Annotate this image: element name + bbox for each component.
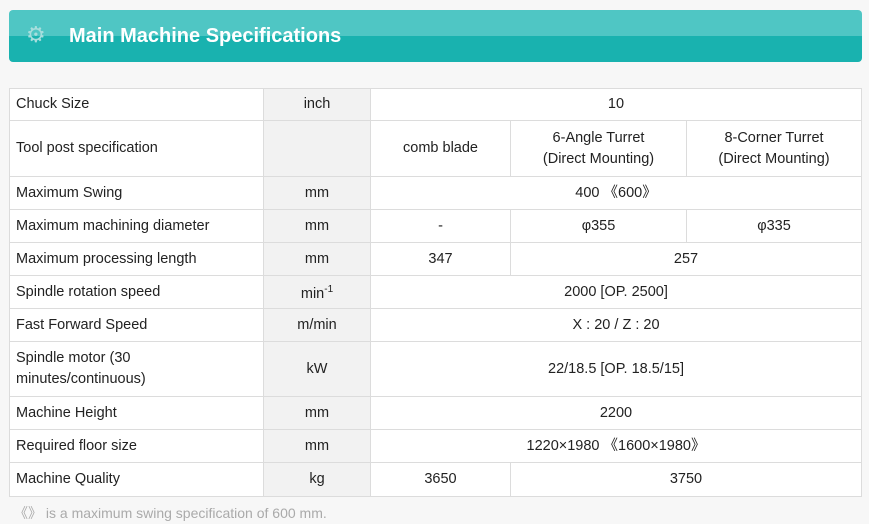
row-label: Machine Quality [9,462,264,497]
row-value: 257 [510,242,862,276]
row-value: φ335 [686,209,862,243]
row-value: X : 20 / Z : 20 [370,308,862,342]
table-row: Machine Quality kg 3650 3750 [9,462,862,497]
row-label: Machine Height [9,396,264,430]
spec-table: Chuck Size inch 10 Tool post specification c… [9,88,862,497]
row-unit: mm [263,242,371,276]
unit-text: mm [304,217,330,234]
row-label: Maximum machining diameter [9,209,264,243]
row-value: 3750 [510,462,862,497]
row-label: Maximum processing length [9,242,264,276]
table-row: Tool post specification comb blade 6-Angle… [9,120,862,177]
row-value: 2200 [370,396,862,430]
table-row: Machine Height mm 2200 [9,396,862,430]
row-unit: mm [263,176,371,210]
row-unit: mm [263,429,371,463]
row-value: 1220×1980 《1600×1980》 [370,429,862,463]
unit-text: mm [304,437,330,454]
table-row: Fast Forward Speed m/min X : 20 / Z : 20 [9,308,862,342]
gears-icon: ⚙ [26,22,46,47]
row-label: Spindle motor (30 minutes/continuous) [9,341,264,397]
footnote: 《》 is a maximum swing specification of 6… [14,505,327,521]
row-label: Chuck Size [9,88,264,121]
unit-text: inch [303,96,331,112]
row-unit: min-1 [263,275,371,309]
row-value: 3650 [370,462,511,497]
table-row: Chuck Size inch 10 [9,88,862,121]
unit-text: mm [304,404,330,421]
row-value: 400 《600》 [370,176,862,210]
table-row: Maximum processing length mm 347 257 [9,242,862,276]
row-value: φ355 [510,209,687,243]
unit-superscript: -1 [324,284,334,296]
section-header: ⚙ Main Machine Specifications [9,10,862,62]
row-unit: kg [263,462,371,497]
row-unit: inch [263,88,371,121]
row-value: 6-Angle Turret (Direct Mounting) [510,120,687,177]
row-unit: kW [263,341,371,397]
row-unit: mm [263,396,371,430]
row-value: 8-Corner Turret (Direct Mounting) [686,120,862,177]
unit-text: min [300,285,325,302]
row-label: Spindle rotation speed [9,275,264,309]
unit-text: kg [309,471,325,487]
row-label: Tool post specification [9,120,264,177]
table-row: Spindle rotation speed min-1 2000 [OP. 250… [9,275,862,309]
row-unit: mm [263,209,371,243]
unit-text: mm [304,250,330,267]
row-value: 2000 [OP. 2500] [370,275,862,309]
row-unit [263,120,371,177]
table-row: Spindle motor (30 minutes/continuous) kW 2… [9,341,862,397]
unit-text: kW [306,360,328,377]
section-title: Main Machine Specifications [69,25,342,47]
row-label: Maximum Swing [9,176,264,210]
row-value: - [370,209,511,243]
unit-text: mm [304,184,330,201]
table-row: Maximum machining diameter mm - φ355 φ335 [9,209,862,243]
row-unit: m/min [263,308,371,342]
row-label: Fast Forward Speed [9,308,264,342]
table-row: Maximum Swing mm 400 《600》 [9,176,862,210]
row-value: 347 [370,242,511,276]
table-row: Required floor size mm 1220×1980 《1600×198… [9,429,862,463]
row-value: 10 [370,88,862,121]
unit-text: m/min [297,316,337,333]
row-label: Required floor size [9,429,264,463]
row-value: 22/18.5 [OP. 18.5/15] [370,341,862,397]
row-value: comb blade [370,120,511,177]
